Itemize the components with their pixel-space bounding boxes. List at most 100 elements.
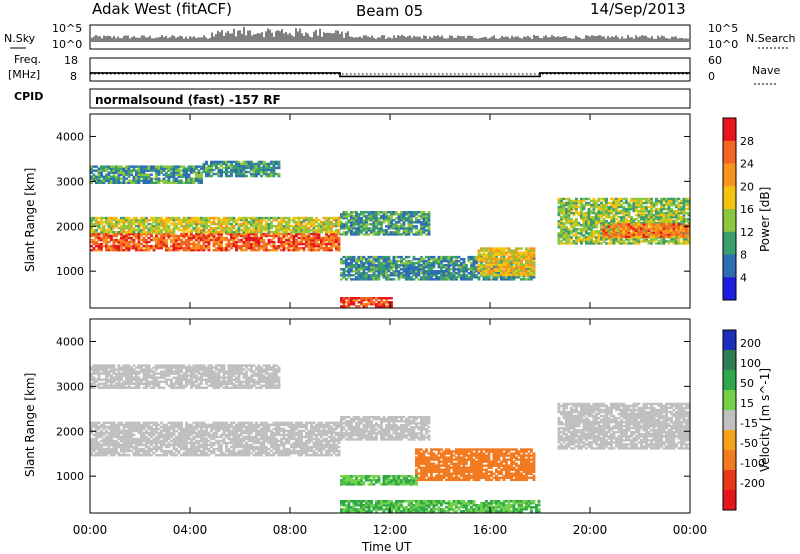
heatmap-cell — [667, 213, 671, 217]
heatmap-cell — [680, 231, 683, 234]
heatmap-cell — [490, 273, 493, 277]
heatmap-cell — [252, 218, 256, 222]
heatmap-cell — [295, 222, 298, 226]
heatmap-cell — [592, 217, 596, 221]
heatmap-cell — [460, 263, 463, 267]
heatmap-cell — [657, 215, 661, 219]
heatmap-cell — [127, 244, 131, 248]
heatmap-cell — [507, 247, 511, 250]
heatmap-cell — [660, 231, 663, 234]
heatmap-cell — [102, 165, 106, 168]
heatmap-cell — [517, 271, 521, 275]
heatmap-cell — [137, 181, 141, 185]
heatmap-cell — [615, 231, 618, 234]
heatmap-cell — [422, 268, 426, 271]
heatmap-cell — [410, 227, 413, 230]
heatmap-cell — [307, 234, 311, 238]
heatmap-cell — [190, 165, 193, 168]
heatmap-cell — [407, 276, 411, 279]
heatmap-cell — [687, 203, 691, 207]
heatmap-cell — [182, 181, 186, 185]
heatmap-cell — [142, 236, 146, 240]
heatmap-cell — [165, 220, 168, 224]
heatmap-cell — [320, 222, 323, 226]
heatmap-cell — [497, 247, 501, 250]
heatmap-cell — [205, 226, 208, 230]
heatmap-cell — [580, 201, 583, 205]
heatmap-cell — [562, 201, 566, 205]
heatmap-cell — [172, 167, 176, 170]
heatmap-cell — [285, 222, 288, 226]
heatmap-cell — [382, 231, 386, 234]
heatmap-cell — [620, 229, 623, 232]
heatmap-cell — [445, 263, 448, 267]
heatmap-cell — [357, 217, 361, 220]
heatmap-cell — [227, 166, 231, 170]
heatmap-cell — [170, 228, 173, 232]
heatmap-cell — [342, 274, 346, 277]
heatmap-cell — [372, 255, 376, 259]
heatmap-cell — [437, 259, 441, 263]
heatmap-cell — [140, 246, 143, 250]
heatmap-cell — [602, 225, 606, 228]
heatmap-cell — [640, 231, 643, 234]
heatmap-cell — [247, 232, 251, 236]
heatmap-cell — [615, 222, 618, 225]
heatmap-cell — [315, 244, 318, 248]
heatmap-cell — [370, 223, 373, 226]
heatmap-cell — [255, 168, 258, 172]
heatmap-cell — [387, 255, 391, 259]
heatmap-cell — [200, 181, 203, 185]
heatmap-cell — [585, 228, 588, 231]
heatmap-cell — [672, 219, 676, 223]
heatmap-cell — [180, 244, 183, 248]
heatmap-cell — [145, 177, 148, 180]
heatmap-cell — [515, 271, 518, 275]
heatmap-cell — [587, 219, 591, 223]
heatmap-cell — [607, 235, 611, 238]
heatmap-cell — [260, 238, 263, 242]
heatmap-cell — [430, 278, 433, 281]
heatmap-cell — [137, 226, 141, 230]
heatmap-cell — [352, 303, 356, 306]
heatmap-cell — [332, 216, 336, 220]
heatmap-cell — [125, 177, 128, 180]
heatmap-cell — [447, 261, 451, 265]
heatmap-cell — [95, 218, 98, 222]
heatmap-cell — [255, 248, 258, 252]
heatmap-cell — [415, 225, 418, 228]
heatmap-cell — [97, 167, 101, 170]
heatmap-cell — [477, 272, 481, 275]
heatmap-cell — [102, 238, 106, 242]
heatmap-cell — [265, 164, 268, 168]
heatmap-cell — [180, 181, 183, 185]
heatmap-cell — [272, 240, 276, 244]
heatmap-cell — [510, 257, 513, 260]
heatmap-cell — [230, 230, 233, 234]
heatmap-cell — [380, 257, 383, 261]
heatmap-cell — [595, 213, 598, 217]
heatmap-cell — [595, 240, 598, 243]
heatmap-cell — [122, 171, 126, 174]
heatmap-cell — [472, 276, 476, 279]
heatmap-cell — [657, 199, 661, 203]
heatmap-cell — [402, 227, 406, 230]
heatmap-cell — [595, 219, 598, 223]
heatmap-cell — [302, 216, 306, 220]
heatmap-cell — [612, 227, 616, 230]
heatmap-cell — [180, 232, 183, 236]
heatmap-cell — [367, 255, 371, 259]
heatmap-cell — [295, 246, 298, 250]
heatmap-cell — [132, 216, 136, 220]
heatmap-cell — [527, 263, 531, 266]
heatmap-cell — [575, 232, 578, 235]
heatmap-cell — [407, 211, 411, 214]
heatmap-cell — [505, 263, 508, 266]
heatmap-cell — [160, 236, 163, 240]
heatmap-cell — [495, 272, 498, 275]
heatmap-cell — [110, 224, 113, 228]
heatmap-cell — [567, 205, 571, 209]
heatmap-cell — [597, 213, 601, 217]
heatmap-cell — [360, 217, 363, 220]
heatmap-cell — [330, 234, 333, 238]
